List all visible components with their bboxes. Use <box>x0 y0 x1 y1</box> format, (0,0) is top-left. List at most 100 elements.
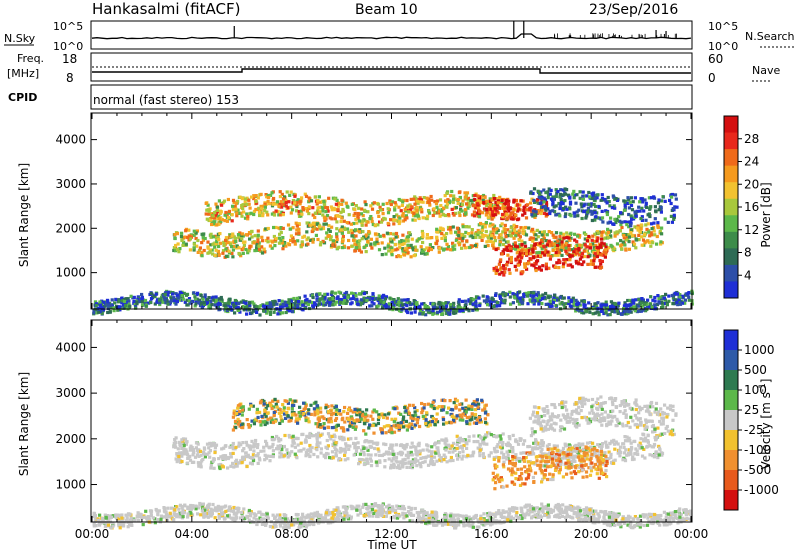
power-echo-cell <box>340 228 343 231</box>
power-echo-cell <box>235 211 238 214</box>
power-echo-cell <box>438 251 441 254</box>
power-echo-cell <box>106 300 109 303</box>
power-echo-cell <box>529 192 532 195</box>
power-echo-cell <box>651 241 654 244</box>
power-echo-cell <box>585 310 588 313</box>
power-echo-cell <box>420 302 423 305</box>
power-echo-cell <box>228 210 231 213</box>
power-echo-cell <box>254 208 257 211</box>
freq-label: Freq. <box>17 52 44 65</box>
power-echo-cell <box>481 239 484 242</box>
power-echo-cell <box>408 231 411 234</box>
power-echo-cell <box>609 217 612 220</box>
velocity-echo-cell <box>405 466 408 469</box>
power-echo-cell <box>521 214 524 217</box>
velocity-echo-cell <box>220 447 223 450</box>
power-echo-cell <box>584 304 587 307</box>
power-echo-cell <box>363 292 366 295</box>
power-echo-cell <box>382 234 385 237</box>
power-echo-cell <box>679 303 682 306</box>
power-echo-cell <box>497 304 500 307</box>
power-echo-cell <box>97 311 100 314</box>
power-echo-cell <box>593 302 596 305</box>
power-echo-cell <box>586 211 589 214</box>
power-echo-cell <box>331 244 334 247</box>
power-echo-cell <box>248 237 251 240</box>
power-echo-cell <box>449 303 452 306</box>
velocity-echo-cell <box>302 448 305 451</box>
power-echo-cell <box>547 196 550 199</box>
power-echo-cell <box>272 226 275 229</box>
power-echo-cell <box>288 194 291 197</box>
power-echo-cell <box>596 301 599 304</box>
power-echo-cell <box>601 193 604 196</box>
power-echo-cell <box>346 205 349 208</box>
power-echo-cell <box>224 304 227 307</box>
power-echo-cell <box>348 213 351 216</box>
power-echo-cell <box>564 212 567 215</box>
power-echo-cell <box>625 223 628 226</box>
velocity-echo-cell <box>631 456 634 459</box>
velocity-echo-cell <box>462 439 465 442</box>
power-echo-cell <box>199 246 202 249</box>
power-echo-cell <box>253 249 256 252</box>
power-echo-cell <box>418 312 421 315</box>
velocity-echo-cell <box>189 449 192 452</box>
power-echo-cell <box>525 216 528 219</box>
power-echo-cell <box>262 309 265 312</box>
velocity-echo-cell <box>366 462 369 465</box>
power-echo-cell <box>561 246 564 249</box>
power-echo-cell <box>257 234 260 237</box>
power-echo-cell <box>465 239 468 242</box>
velocity-echo-cell <box>408 460 411 463</box>
power-echo-cell <box>654 300 657 303</box>
power-echo-cell <box>504 228 507 231</box>
power-echo-cell <box>469 199 472 202</box>
power-echo-cell <box>567 296 570 299</box>
power-echo-cell <box>241 207 244 210</box>
power-echo-cell <box>378 248 381 251</box>
power-echo-cell <box>240 237 243 240</box>
power-echo-cell <box>650 222 653 225</box>
velocity-echo-cell <box>448 451 451 454</box>
power-echo-cell <box>324 217 327 220</box>
power-echo-cell <box>299 200 302 203</box>
power-echo-cell <box>452 225 455 228</box>
power-echo-cell <box>600 199 603 202</box>
power-echo-cell <box>414 219 417 222</box>
power-echo-cell <box>321 213 324 216</box>
power-echo-cell <box>363 209 366 212</box>
power-echo-cell <box>619 229 622 232</box>
velocity-echo-cell <box>508 437 511 440</box>
power-echo-cell <box>225 255 228 258</box>
power-echo-cell <box>220 298 223 301</box>
power-echo-cell <box>609 313 612 316</box>
power-echo-cell <box>573 211 576 214</box>
velocity-echo-cell <box>607 457 610 460</box>
power-echo-cell <box>314 195 317 198</box>
power-echo-cell <box>504 293 507 296</box>
power-echo-cell <box>358 230 361 233</box>
power-echo-cell <box>389 238 392 241</box>
power-echo-cell <box>365 250 368 253</box>
power-echo-cell <box>458 243 461 246</box>
velocity-echo-cell <box>609 453 612 456</box>
power-echo-cell <box>664 293 667 296</box>
power-echo-cell <box>231 219 234 222</box>
power-echo-cell <box>329 230 332 233</box>
velocity-echo-cell <box>539 446 542 449</box>
power-echo-cell <box>458 310 461 313</box>
power-echo-cell <box>275 303 278 306</box>
velocity-echo-cell <box>645 446 648 449</box>
power-colorbar-cell <box>724 265 738 282</box>
velocity-echo-cell <box>232 452 235 455</box>
power-echo-cell <box>512 208 515 211</box>
power-echo-cell <box>338 215 341 218</box>
power-echo-cell <box>498 263 501 266</box>
power-echo-cell <box>547 296 550 299</box>
nsky-frame <box>91 21 692 49</box>
power-echo-cell <box>407 239 410 242</box>
power-echo-cell <box>567 264 570 267</box>
power-echo-cell <box>601 216 604 219</box>
